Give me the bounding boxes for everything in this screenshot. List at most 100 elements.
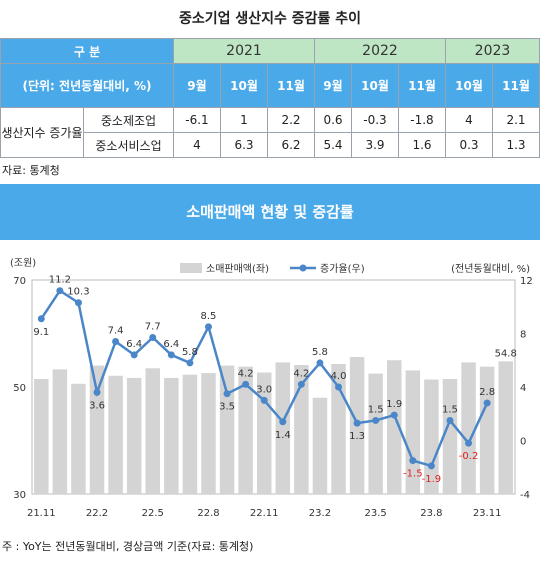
x-tick-label: 23.2 — [309, 508, 331, 519]
line-data-label: 3.6 — [89, 400, 105, 411]
row-name: 중소서비스업 — [83, 132, 174, 158]
table-cell: 4 — [173, 132, 221, 158]
line-point — [483, 399, 491, 407]
line-point — [297, 380, 305, 388]
right-tick-label: 0 — [520, 437, 526, 448]
bar — [275, 362, 291, 494]
bar — [294, 365, 309, 494]
page-title: 중소기업 생산지수 증감률 추이 — [178, 11, 362, 27]
line-data-label: 11.2 — [49, 275, 71, 286]
line-data-label: 3.5 — [219, 402, 235, 413]
line-point — [390, 411, 398, 419]
right-tick-label: 8 — [520, 330, 526, 341]
table-cell: -6.1 — [173, 107, 221, 133]
header-unit: (단위: 전년동월대비, %) — [0, 63, 174, 108]
line-point — [409, 457, 417, 465]
bar — [164, 377, 179, 494]
bar — [312, 397, 328, 494]
chart-banner-title: 소매판매액 현황 및 증감률 — [0, 184, 540, 240]
x-tick-label: 22.2 — [86, 508, 108, 519]
row-name: 중소제조업 — [83, 107, 174, 133]
line-point — [316, 359, 324, 367]
bar — [52, 369, 68, 494]
x-tick-label: 23.8 — [420, 508, 442, 519]
line-point — [260, 396, 268, 404]
left-tick-label: 30 — [13, 490, 26, 501]
line-data-label: 7.7 — [145, 322, 161, 333]
legend-bar-swatch — [180, 263, 202, 273]
bar — [238, 366, 253, 494]
bar — [219, 365, 235, 494]
table-cell: 0.6 — [314, 107, 352, 133]
right-tick-label: 12 — [520, 276, 533, 287]
line-point — [167, 351, 175, 359]
line-point — [223, 390, 231, 398]
line-point — [186, 359, 194, 367]
header-month: 10월 — [351, 63, 399, 108]
line-data-label: -1.9 — [422, 474, 442, 485]
table-cell: 2.1 — [492, 107, 540, 133]
line-data-label: 1.5 — [442, 404, 458, 415]
left-tick-label: 70 — [13, 276, 26, 287]
table-cell: 2.2 — [267, 107, 315, 133]
header-month: 9월 — [173, 63, 221, 108]
line-data-label: 4.2 — [238, 368, 254, 379]
bar — [498, 361, 513, 494]
header-month: 11월 — [492, 63, 540, 108]
line-data-label: -1.5 — [403, 469, 423, 480]
right-tick-label: 4 — [520, 383, 526, 394]
bar-data-label: 54.8 — [495, 348, 517, 359]
bar — [182, 374, 198, 494]
line-data-label: 3.0 — [256, 384, 272, 395]
production-index-table: 구 분 2021 2022 2023 (단위: 전년동월대비, %) 9월 10… — [0, 38, 540, 158]
left-axis-unit: (조원) — [10, 257, 36, 269]
line-point — [112, 338, 120, 346]
table-cell: -0.3 — [351, 107, 399, 133]
table-cell: 1.3 — [492, 132, 540, 158]
line-data-label: 10.3 — [67, 287, 89, 298]
line-data-label: -0.2 — [459, 451, 479, 462]
bar — [387, 360, 402, 494]
table-cell: 1 — [220, 107, 268, 133]
table-cell: 1.6 — [398, 132, 446, 158]
header-year-2021: 2021 — [173, 38, 315, 64]
table-cell: 6.2 — [267, 132, 315, 158]
table-source: 자료: 통계청 — [2, 164, 60, 177]
line-point — [335, 383, 343, 391]
table-cell: 6.3 — [220, 132, 268, 158]
retail-sales-chart: 70 50 30 12 8 4 0 -4 (조원) (전년동월대비, %) 소매판매액(좌) 증가율(… — [10, 257, 533, 519]
bar — [461, 362, 476, 494]
line-data-label: 4.0 — [331, 371, 347, 382]
line-point — [74, 299, 82, 307]
bar — [201, 373, 216, 494]
x-tick-label: 23.5 — [365, 508, 387, 519]
header-year-2023: 2023 — [445, 38, 540, 64]
line-data-label: 9.1 — [33, 327, 49, 338]
x-tick-label: 22.11 — [250, 508, 279, 519]
line-data-label: 1.4 — [275, 430, 291, 441]
line-point — [242, 380, 250, 388]
line-point — [353, 419, 361, 427]
table-cell: 3.9 — [351, 132, 399, 158]
legend-bar-label: 소매판매액(좌) — [206, 263, 269, 275]
bar — [71, 383, 86, 494]
table-cell: 0.3 — [445, 132, 493, 158]
row-group-label: 생산지수 증가율 — [0, 107, 84, 158]
line-point — [149, 334, 157, 342]
header-category: 구 분 — [0, 38, 174, 64]
right-tick-label: -4 — [520, 490, 530, 501]
header-month: 11월 — [267, 63, 315, 108]
line-data-label: 1.3 — [349, 431, 365, 442]
header-month: 10월 — [445, 63, 493, 108]
bar — [108, 375, 123, 494]
bar — [405, 370, 421, 494]
line-point — [56, 287, 64, 295]
bar — [34, 378, 49, 494]
line-point — [372, 416, 380, 424]
line-point — [446, 416, 454, 424]
left-tick-label: 50 — [13, 383, 26, 394]
bar — [331, 363, 346, 494]
table-cell: -1.8 — [398, 107, 446, 133]
line-data-label: 1.9 — [386, 399, 402, 410]
header-month: 9월 — [314, 63, 352, 108]
